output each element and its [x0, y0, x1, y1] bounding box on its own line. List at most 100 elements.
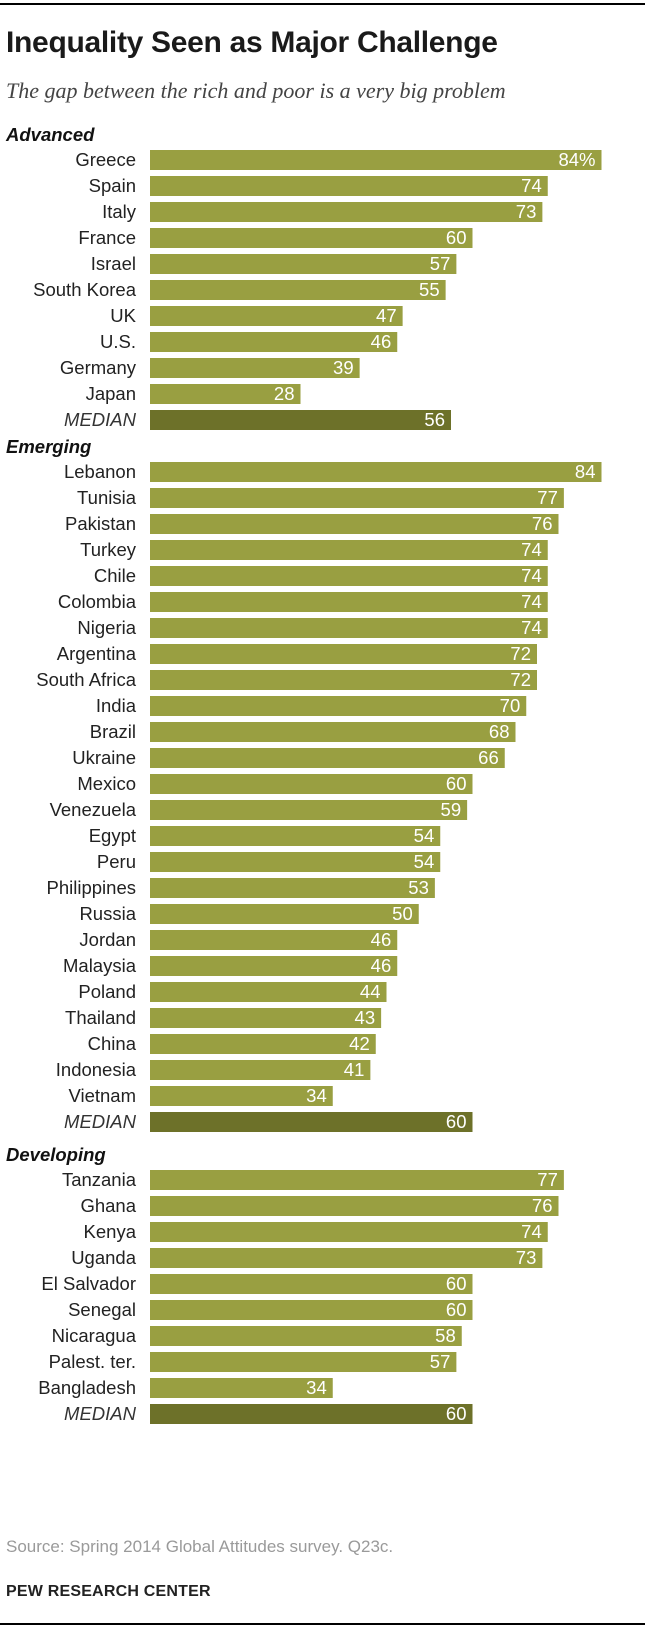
chart-subtitle: The gap between the rich and poor is a v… [6, 78, 506, 103]
country-label: Ghana [80, 1195, 136, 1216]
bar [150, 618, 548, 638]
country-label: Poland [78, 981, 136, 1002]
value-label: 74 [521, 175, 542, 196]
country-label: South Korea [33, 279, 137, 300]
value-label: 54 [414, 851, 435, 872]
value-label: 53 [408, 877, 429, 898]
bar [150, 696, 527, 716]
value-label: 60 [446, 773, 467, 794]
bar [150, 904, 419, 924]
value-label: 58 [435, 1325, 456, 1346]
country-label: Kenya [84, 1221, 137, 1242]
country-label: Philippines [47, 877, 136, 898]
value-label: 50 [392, 903, 413, 924]
value-label: 70 [500, 695, 521, 716]
group-label: Developing [6, 1144, 106, 1165]
value-label: 84 [575, 461, 596, 482]
bar [150, 826, 441, 846]
bar [150, 592, 548, 612]
value-label: 46 [371, 331, 392, 352]
country-label: U.S. [100, 331, 136, 352]
country-label: Ukraine [72, 747, 136, 768]
country-label: Jordan [79, 929, 136, 950]
bar [150, 384, 301, 404]
value-label: 28 [274, 383, 295, 404]
country-label: Malaysia [63, 955, 137, 976]
value-label: 73 [516, 1247, 537, 1268]
bar [150, 566, 548, 586]
value-label: 43 [355, 1007, 376, 1028]
country-label: Japan [86, 383, 136, 404]
bar [150, 722, 516, 742]
value-label: 74 [521, 1221, 542, 1242]
credit-line: PEW RESEARCH CENTER [6, 1583, 211, 1600]
median-bar [150, 410, 451, 430]
bar [150, 462, 602, 482]
median-bar [150, 1404, 473, 1424]
country-label: Tunisia [77, 487, 137, 508]
value-label: 76 [532, 1195, 553, 1216]
median-label: MEDIAN [64, 1403, 137, 1424]
value-label: 39 [333, 357, 354, 378]
bar [150, 176, 548, 196]
bar [150, 800, 468, 820]
bar [150, 878, 435, 898]
source-note: Source: Spring 2014 Global Attitudes sur… [6, 1537, 394, 1556]
bar [150, 670, 537, 690]
country-label: Bangladesh [38, 1377, 136, 1398]
bar [150, 1300, 473, 1320]
value-label: 72 [510, 643, 531, 664]
value-label: 60 [446, 1111, 467, 1132]
country-label: Greece [75, 149, 136, 170]
country-label: Italy [102, 201, 137, 222]
country-label: France [78, 227, 136, 248]
country-label: Turkey [80, 539, 137, 560]
bar [150, 1008, 382, 1028]
country-label: Pakistan [65, 513, 136, 534]
value-label: 74 [521, 617, 542, 638]
bar [150, 540, 548, 560]
country-label: Germany [60, 357, 137, 378]
value-label: 77 [537, 1169, 558, 1190]
value-label: 34 [306, 1085, 327, 1106]
country-label: Tanzania [62, 1169, 137, 1190]
country-label: Nicaragua [52, 1325, 137, 1346]
value-label: 60 [446, 1273, 467, 1294]
value-label: 72 [510, 669, 531, 690]
country-label: Venezuela [50, 799, 137, 820]
country-label: UK [110, 305, 136, 326]
bar [150, 488, 564, 508]
bar [150, 956, 398, 976]
country-label: Lebanon [64, 461, 136, 482]
value-label: 47 [376, 305, 397, 326]
median-label: MEDIAN [64, 1111, 137, 1132]
bar [150, 358, 360, 378]
value-label: 76 [532, 513, 553, 534]
value-label: 46 [371, 955, 392, 976]
value-label: 74 [521, 565, 542, 586]
bar [150, 1326, 462, 1346]
bar [150, 1034, 376, 1054]
bar [150, 1196, 559, 1216]
bar [150, 254, 457, 274]
bar [150, 774, 473, 794]
country-label: Uganda [71, 1247, 137, 1268]
country-label: Argentina [57, 643, 137, 664]
bar [150, 1060, 371, 1080]
group-label: Emerging [6, 436, 91, 457]
value-label: 46 [371, 929, 392, 950]
bar [150, 202, 543, 222]
bar [150, 306, 403, 326]
bar [150, 280, 446, 300]
top-rule [0, 3, 645, 5]
bar [150, 852, 441, 872]
bar [150, 1248, 543, 1268]
chart-title: Inequality Seen as Major Challenge [6, 26, 498, 59]
country-label: India [96, 695, 137, 716]
bar [150, 1352, 457, 1372]
country-label: South Africa [36, 669, 136, 690]
country-label: Colombia [58, 591, 137, 612]
bar [150, 1222, 548, 1242]
bar [150, 1086, 333, 1106]
value-label: 56 [424, 409, 445, 430]
